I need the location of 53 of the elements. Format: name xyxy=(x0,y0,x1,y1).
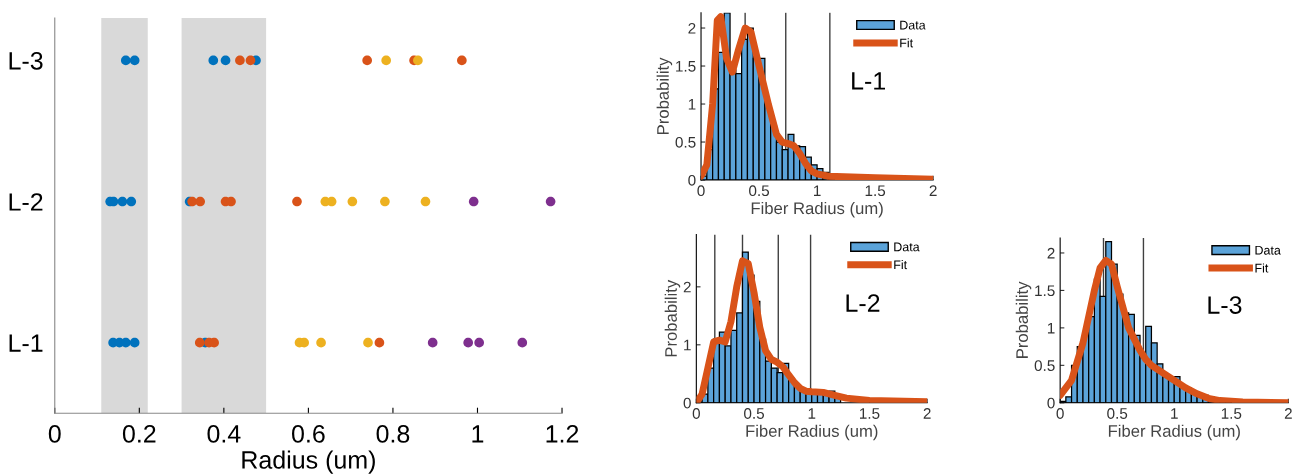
y-tick-label: 2 xyxy=(1047,247,1055,259)
y-tick-label: L-3 xyxy=(9,51,43,70)
x-tick-label: 2 xyxy=(923,408,931,419)
x-axis-title: Fiber Radius (um) xyxy=(746,424,878,441)
y-axis-title: Probability xyxy=(1015,281,1032,358)
annotation: L-2 xyxy=(846,294,880,312)
x-tick-label: 0.5 xyxy=(1107,408,1128,419)
y-tick-label: 1 xyxy=(684,339,691,351)
y-tick-label: 0 xyxy=(683,397,691,409)
y-tick-label: 1.5 xyxy=(1035,285,1055,297)
x-tick-label: 2 xyxy=(929,185,937,196)
y-tick-label: 0 xyxy=(1047,397,1055,409)
y-tick-label: 2 xyxy=(688,22,696,34)
x-tick-label: 1.5 xyxy=(865,185,886,197)
y-tick-label: 1.5 xyxy=(676,61,696,72)
y-tick-label: 1 xyxy=(688,99,696,110)
x-tick-label: 0 xyxy=(1056,408,1064,419)
x-tick-label: 1.5 xyxy=(1221,408,1242,419)
y-tick-label: 0.5 xyxy=(1034,360,1055,372)
annotation: L-3 xyxy=(1208,296,1242,314)
x-tick-label: 1.5 xyxy=(859,408,880,419)
x-tick-label: 1 xyxy=(472,425,484,443)
legend-label: Fit xyxy=(1255,263,1269,273)
x-tick-label: 0.8 xyxy=(376,425,410,443)
y-tick-label: L-2 xyxy=(9,193,43,211)
legend-label: Data xyxy=(1255,245,1281,255)
x-tick-label: 0.4 xyxy=(207,425,241,443)
x-axis-title: Radius (um) xyxy=(242,450,375,474)
x-tick-label: 0.5 xyxy=(749,185,770,197)
y-tick-label: 0 xyxy=(688,174,696,186)
y-axis-title: Probability xyxy=(656,57,673,134)
y-tick-label: 0.5 xyxy=(675,136,696,148)
legend-label: Data xyxy=(900,20,926,30)
x-tick-label: 2 xyxy=(1284,408,1292,419)
x-tick-label: 1 xyxy=(808,408,816,419)
x-tick-label: 1 xyxy=(1171,408,1178,419)
x-tick-label: 0.2 xyxy=(122,425,156,443)
x-tick-label: 1 xyxy=(814,185,821,196)
annotation: L-1 xyxy=(852,72,885,90)
y-axis-title: Probability xyxy=(664,279,681,357)
y-tick-label: 2 xyxy=(683,281,691,293)
x-axis-title: Fiber Radius (um) xyxy=(751,201,883,218)
x-tick-label: 0.6 xyxy=(292,425,325,443)
y-tick-label: L-1 xyxy=(9,334,43,352)
x-tick-label: 0 xyxy=(48,425,61,443)
y-tick-label: 1 xyxy=(1047,322,1055,334)
legend-label: Fit xyxy=(900,38,914,48)
x-tick-label: 1.2 xyxy=(546,425,579,443)
x-tick-label: 0.5 xyxy=(744,408,765,419)
x-axis-title: Fiber Radius (um) xyxy=(1108,424,1240,441)
x-tick-label: 0 xyxy=(697,185,705,197)
legend-label: Data xyxy=(894,242,920,252)
legend-label: Fit xyxy=(894,260,908,270)
